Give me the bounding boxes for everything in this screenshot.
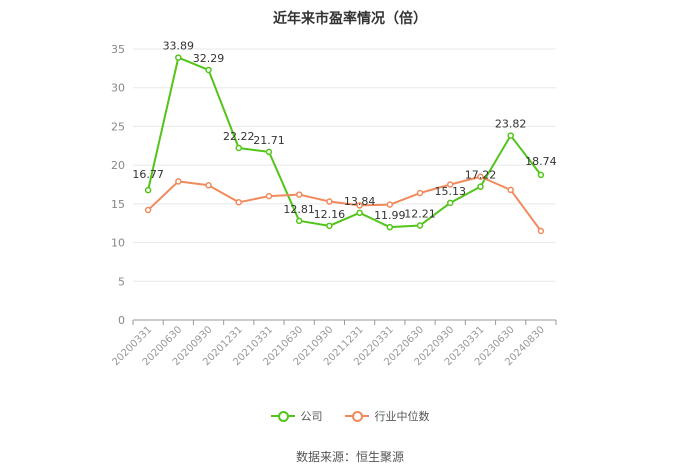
industry-point: [235, 199, 242, 206]
company-data-label: 12.81: [283, 203, 315, 216]
company-point: [326, 222, 333, 230]
industry-point: [205, 182, 212, 189]
legend-label-company: 公司: [300, 410, 323, 423]
company-point: [295, 217, 303, 225]
legend-swatch-industry: [344, 411, 369, 422]
company-data-label: 15.13: [435, 185, 467, 198]
industry-point: [295, 191, 303, 198]
y-tick-label: 10: [111, 237, 125, 250]
company-point: [416, 222, 424, 229]
legend: 公司 行业中位数: [0, 408, 700, 424]
company-point: [144, 186, 152, 194]
industry-line: [147, 175, 542, 232]
industry-point: [144, 206, 152, 214]
industry-point: [477, 173, 484, 181]
axis-layer: 0510152025303520200331202006302020093020…: [110, 43, 557, 368]
y-tick-label: 35: [111, 43, 125, 56]
y-tick-label: 15: [111, 198, 125, 211]
company-point: [386, 223, 394, 231]
legend-item-industry[interactable]: 行业中位数: [344, 408, 430, 424]
industry-point: [265, 192, 273, 200]
industry-point: [175, 178, 182, 185]
industry-point: [326, 198, 333, 205]
industry-point: [386, 201, 394, 208]
industry-point: [507, 186, 514, 194]
company-point: [175, 54, 182, 61]
company-data-label: 17.22: [465, 169, 497, 182]
company-point: [235, 144, 242, 152]
company-data-label: 11.99: [374, 209, 406, 222]
company-data-label: 23.82: [495, 118, 527, 131]
company-point: [265, 148, 273, 156]
y-tick-label: 30: [111, 82, 125, 95]
industry-point: [356, 202, 363, 209]
industry-point: [416, 189, 424, 197]
company-data-label: 12.16: [314, 208, 346, 221]
company-data-label: 33.89: [163, 40, 195, 53]
industry-point: [447, 181, 454, 188]
company-data-label: 13.84: [344, 195, 376, 208]
series-layer: [144, 54, 545, 235]
company-line: [147, 56, 542, 229]
company-data-label: 32.29: [193, 52, 225, 65]
legend-swatch-company: [270, 411, 295, 422]
industry-point: [537, 227, 545, 235]
company-point: [205, 66, 212, 74]
company-data-label: 18.74: [525, 155, 557, 168]
company-data-label: 21.71: [253, 134, 285, 147]
company-point: [507, 132, 514, 139]
y-tick-label: 20: [111, 159, 125, 172]
company-data-label: 22.22: [223, 130, 255, 143]
company-point: [537, 171, 545, 179]
company-point: [477, 183, 484, 190]
company-data-label: 12.21: [404, 207, 436, 220]
company-point: [356, 209, 363, 217]
company-point: [447, 199, 454, 207]
company-data-label: 16.77: [132, 168, 164, 181]
y-tick-label: 25: [111, 120, 125, 133]
y-tick-label: 0: [118, 314, 125, 327]
chart-title: 近年来市盈率情况（倍）: [273, 11, 427, 27]
y-tick-label: 5: [118, 275, 125, 288]
legend-label-industry: 行业中位数: [374, 410, 430, 423]
data-source: 数据来源：恒生聚源: [295, 450, 404, 464]
legend-item-company[interactable]: 公司: [270, 408, 323, 424]
